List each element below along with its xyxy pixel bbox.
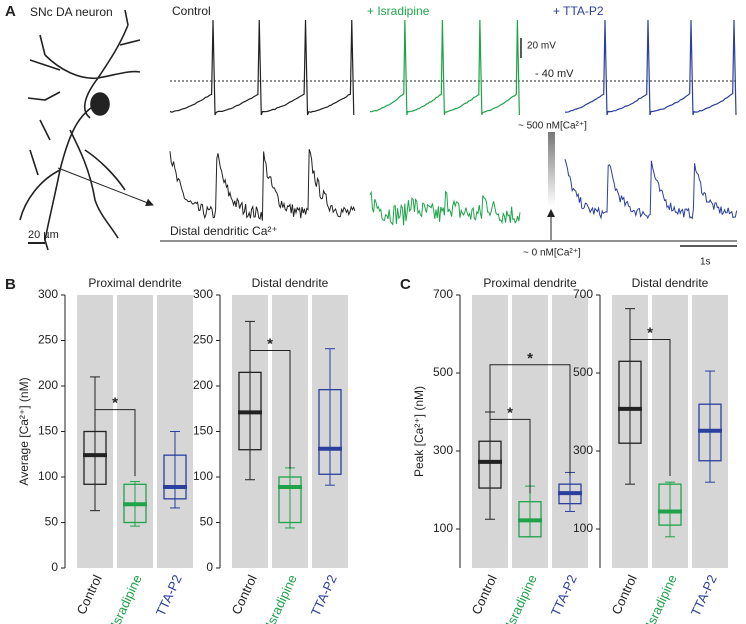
- ca-trace: [564, 159, 738, 220]
- box: [618, 360, 642, 444]
- y-tick-label: 100: [38, 469, 58, 483]
- trace-title: Control: [172, 4, 211, 18]
- box: [163, 454, 187, 500]
- neuron: [19, 9, 141, 251]
- threshold-label: - 40 mV: [535, 68, 574, 80]
- panel-label: A: [5, 3, 16, 20]
- y-axis-label: Average [Ca²⁺] (nM): [17, 377, 31, 485]
- x-tick-label: TTA-P2: [688, 572, 720, 618]
- voltage-trace: [564, 19, 737, 116]
- significance-bracket: [489, 364, 571, 476]
- y-tick-label: 100: [573, 521, 593, 535]
- ca-label: ~ 0 nM[Ca²⁺]: [523, 248, 581, 259]
- panel-label: B: [5, 276, 16, 293]
- y-tick-label: 200: [193, 378, 213, 392]
- y-tick-label: 700: [433, 287, 453, 301]
- box: [83, 430, 107, 485]
- ca-trace: [169, 149, 356, 221]
- trace-title: + Isradipine: [367, 4, 430, 18]
- significance-label: *: [267, 335, 273, 352]
- y-tick-label: 100: [193, 469, 213, 483]
- neuron-title: SNc DA neuron: [30, 5, 113, 19]
- y-tick-label: 50: [200, 515, 214, 529]
- trace-title: + TTA-P2: [553, 4, 604, 18]
- x-tick-label: Control: [609, 572, 640, 616]
- y-tick-label: 100: [433, 521, 453, 535]
- arrow: [57, 167, 154, 207]
- chart-title: Proximal dendrite: [88, 276, 182, 290]
- significance-label: *: [507, 404, 513, 421]
- x-tick-label: TTA-P2: [308, 572, 340, 618]
- box: [658, 483, 682, 526]
- y-tick-label: 250: [193, 333, 213, 347]
- panel-label: C: [400, 276, 411, 293]
- x-tick-label: Control: [229, 572, 260, 616]
- x-tick-label: TTA-P2: [548, 572, 580, 618]
- significance-label: *: [527, 350, 533, 367]
- trace-label: Distal dendritic Ca²⁺: [170, 224, 278, 238]
- scale-label: 20 mV: [527, 41, 556, 52]
- x-tick-label: TTA-P2: [153, 572, 185, 618]
- x-tick-label: Control: [469, 572, 500, 616]
- scale-label: 20 µm: [28, 229, 59, 241]
- x-tick-label: Isradipine: [262, 572, 299, 624]
- chart-title: Distal dendrite: [252, 276, 329, 290]
- y-tick-label: 150: [193, 424, 213, 438]
- significance-bracket: [629, 338, 671, 476]
- y-tick-label: 0: [206, 560, 213, 574]
- ca-trace: [369, 190, 521, 226]
- box: [278, 476, 302, 524]
- y-tick-label: 250: [38, 333, 58, 347]
- x-tick-label: Control: [74, 572, 105, 616]
- x-tick-label: Isradipine: [107, 572, 144, 624]
- box: [478, 440, 502, 489]
- box: [318, 388, 342, 475]
- y-tick-label: 150: [38, 424, 58, 438]
- y-tick-label: 300: [38, 287, 58, 301]
- y-tick-label: 300: [573, 443, 593, 457]
- y-tick-label: 500: [433, 365, 453, 379]
- ca-scale: [548, 132, 555, 206]
- y-axis-label: Peak [Ca²⁺] (nM): [412, 386, 426, 477]
- chart-title: Proximal dendrite: [483, 276, 577, 290]
- x-tick-label: Isradipine: [642, 572, 679, 624]
- y-tick-label: 300: [433, 443, 453, 457]
- y-tick-label: 300: [193, 287, 213, 301]
- voltage-trace: [169, 19, 355, 116]
- significance-label: *: [112, 395, 118, 412]
- ca-label: ~ 500 nM[Ca²⁺]: [518, 121, 587, 132]
- significance-bracket: [249, 350, 291, 469]
- voltage-trace: [369, 19, 520, 116]
- y-tick-label: 700: [573, 287, 593, 301]
- y-tick-label: 500: [573, 365, 593, 379]
- scale-label: 1s: [700, 257, 711, 268]
- y-tick-label: 50: [45, 515, 59, 529]
- y-tick-label: 0: [51, 560, 58, 574]
- x-tick-label: Isradipine: [502, 572, 539, 624]
- significance-label: *: [647, 324, 653, 341]
- significance-bracket: [94, 409, 136, 477]
- y-tick-label: 200: [38, 378, 58, 392]
- chart-title: Distal dendrite: [632, 276, 709, 290]
